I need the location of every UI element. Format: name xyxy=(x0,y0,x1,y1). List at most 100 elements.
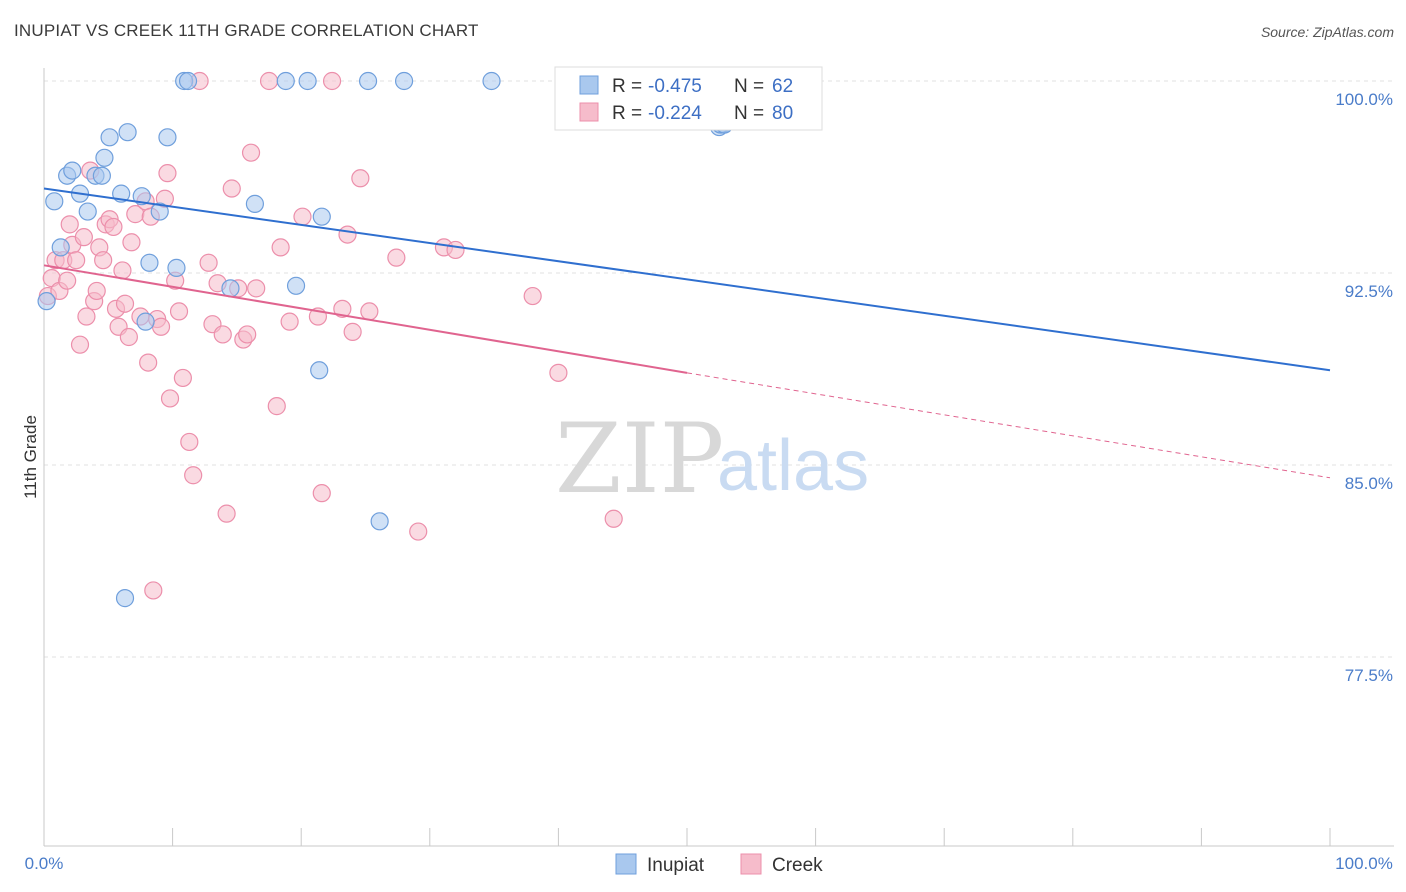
creek-point xyxy=(184,466,203,485)
bottom-legend: Inupiat Creek xyxy=(615,853,823,876)
y-tick-label: 85.0% xyxy=(1345,474,1393,493)
inupiat-point xyxy=(482,71,501,91)
y-tick-label: 100.0% xyxy=(1335,90,1393,109)
creek-point xyxy=(247,279,266,298)
creek-point xyxy=(338,225,357,244)
inupiat-points xyxy=(37,71,738,608)
creek-point xyxy=(523,286,542,306)
grid-lines xyxy=(44,80,1394,658)
inupiat-point xyxy=(115,589,135,608)
creek-point xyxy=(259,71,279,91)
creek-point xyxy=(67,251,86,270)
inupiat-point xyxy=(95,148,114,167)
inupiat-point xyxy=(150,202,169,221)
creek-point xyxy=(74,228,93,247)
creek-point xyxy=(144,581,163,600)
inupiat-point xyxy=(51,238,70,257)
legend-r-label-creek: R = xyxy=(612,103,642,124)
inupiat-point xyxy=(178,71,198,91)
inupiat-point xyxy=(286,276,306,295)
creek-point xyxy=(241,143,261,162)
trend-lines xyxy=(43,187,1331,479)
y-tick-label: 77.5% xyxy=(1345,666,1393,685)
creek-point xyxy=(238,325,257,344)
inupiat-point xyxy=(118,123,137,142)
creek-point xyxy=(387,248,406,267)
inupiat-point xyxy=(298,71,317,91)
bottom-legend-label-creek: Creek xyxy=(772,855,823,876)
creek-point xyxy=(271,238,290,257)
creek-point xyxy=(351,169,370,188)
creek-point xyxy=(119,327,138,347)
watermark-atlas: atlas xyxy=(717,426,869,506)
legend-n-label-inupiat: N = xyxy=(734,76,764,97)
watermark: ZIP atlas xyxy=(555,403,869,515)
creek-point xyxy=(173,368,192,388)
bottom-legend-swatch-inupiat xyxy=(615,853,637,875)
creek-point xyxy=(322,71,342,91)
creek-point xyxy=(180,432,199,452)
inupiat-point xyxy=(136,312,155,331)
creek-point xyxy=(94,251,113,270)
x-tick-label-max: 100.0% xyxy=(1335,854,1393,873)
y-tick-label: 92.5% xyxy=(1345,282,1393,301)
inupiat-point xyxy=(358,71,378,91)
legend-n-label-creek: N = xyxy=(734,103,764,124)
x-tick-label-min: 0.0% xyxy=(25,854,64,873)
legend-n-value-inupiat: 62 xyxy=(772,76,793,97)
inupiat-point xyxy=(370,512,389,531)
legend-r-value-inupiat: -0.475 xyxy=(648,76,702,97)
creek-point xyxy=(222,179,241,198)
creek-point xyxy=(104,217,123,237)
inupiat-point xyxy=(245,194,265,213)
creek-point xyxy=(113,261,132,280)
inupiat-point xyxy=(167,258,186,277)
creek-point xyxy=(312,484,331,503)
creek-point xyxy=(293,207,312,226)
watermark-zip: ZIP xyxy=(555,403,724,515)
legend-r-label-inupiat: R = xyxy=(612,76,642,97)
creek-point xyxy=(87,281,106,301)
chart-title: INUPIAT VS CREEK 11TH GRADE CORRELATION … xyxy=(14,21,479,40)
creek-point xyxy=(70,335,90,354)
legend-r-value-creek: -0.224 xyxy=(648,103,702,124)
legend-n-value-creek: 80 xyxy=(772,103,793,124)
inupiat-point xyxy=(312,207,331,226)
chart-source: Source: ZipAtlas.com xyxy=(1260,24,1394,40)
creek-point xyxy=(343,322,362,341)
creek-point xyxy=(549,363,568,382)
creek-point xyxy=(213,325,232,344)
creek-point xyxy=(77,307,96,326)
axes xyxy=(43,68,1394,847)
legend-swatch-creek xyxy=(579,102,599,122)
inupiat-point xyxy=(63,161,82,180)
bottom-legend-swatch-creek xyxy=(740,853,762,875)
inupiat-point xyxy=(140,253,159,272)
bottom-legend-label-inupiat: Inupiat xyxy=(647,855,705,876)
inupiat-trend-line xyxy=(43,187,1331,372)
inupiat-point xyxy=(394,71,414,91)
inupiat-point xyxy=(45,192,64,211)
creek-point xyxy=(151,317,171,336)
creek-point xyxy=(280,312,299,331)
creek-point xyxy=(160,389,180,408)
y-axis-label: 11th Grade xyxy=(21,415,40,499)
inupiat-point xyxy=(78,202,97,221)
creek-trend-line xyxy=(43,264,688,374)
inupiat-point xyxy=(37,292,56,311)
inupiat-point xyxy=(310,361,329,380)
creek-point xyxy=(267,397,286,416)
inupiat-point xyxy=(276,71,295,91)
creek-point xyxy=(360,302,379,321)
creek-point xyxy=(158,164,177,183)
creek-point xyxy=(333,299,352,318)
inupiat-point xyxy=(158,128,177,147)
inupiat-point xyxy=(100,128,119,147)
legend-swatch-inupiat xyxy=(579,75,599,95)
creek-point xyxy=(199,253,218,272)
creek-point xyxy=(58,271,77,290)
inupiat-point xyxy=(92,166,111,185)
inupiat-point xyxy=(132,187,151,206)
creek-point xyxy=(60,215,79,234)
